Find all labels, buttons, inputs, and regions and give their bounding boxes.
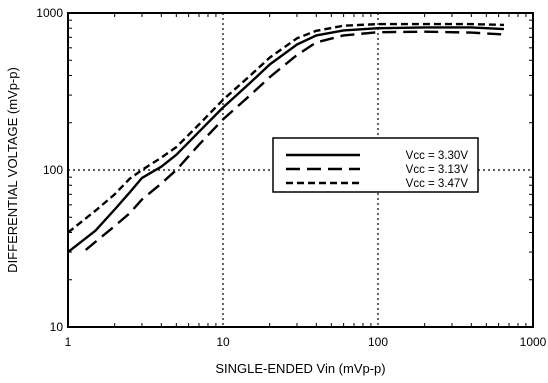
legend-label-vcc-3-30: Vcc = 3.30V [406, 150, 469, 162]
y-tick-label: 1000 [36, 6, 63, 20]
series-line-0 [67, 26, 505, 254]
legend-label-vcc-3-47: Vcc = 3.47V [406, 178, 469, 190]
legend-box [272, 137, 479, 193]
x-tick-label: 100 [368, 335, 388, 349]
legend: Vcc = 3.30V Vcc = 3.13V Vcc = 3.47V [272, 137, 479, 193]
x-tick-label: 10 [216, 335, 230, 349]
series-line-2 [67, 22, 505, 234]
series-line-1 [84, 30, 505, 251]
x-tick-label: 1000 [520, 335, 547, 349]
series-layer [67, 22, 505, 254]
y-tick-label: 10 [50, 320, 64, 334]
x-tick-label: 1 [65, 335, 72, 349]
plot-frame [67, 12, 534, 328]
legend-label-vcc-3-13: Vcc = 3.13V [406, 164, 469, 176]
x-axis-title: SINGLE-ENDED Vin (mVp-p) [215, 361, 385, 376]
y-tick-label: 100 [43, 163, 63, 177]
ticks [68, 13, 533, 327]
y-axis-title: DIFFERENTIAL VOLTAGE (mVp-p) [5, 67, 20, 273]
